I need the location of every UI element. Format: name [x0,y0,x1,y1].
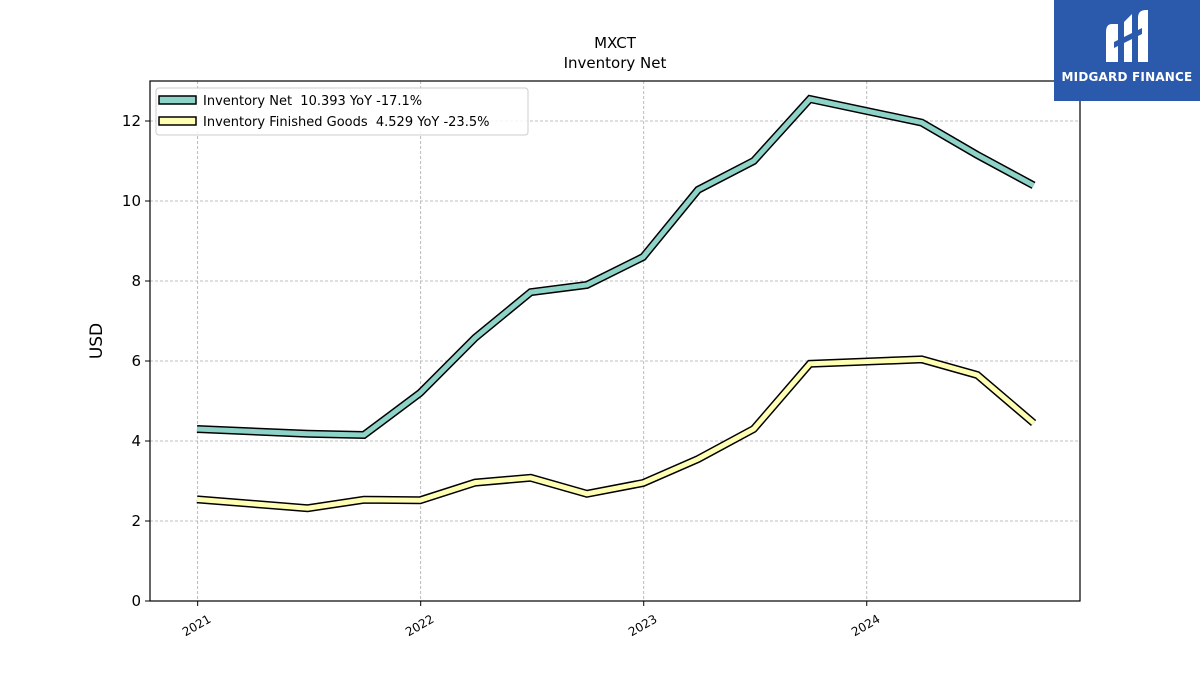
y-tick-label: 0 [131,592,141,610]
x-axis: 2021 2022 2023 2024 [180,601,882,639]
y-tick-label: 4 [131,432,141,450]
y-tick-label: 8 [131,272,141,290]
y-tick-label: 12 [122,112,141,130]
y-tick-label: 6 [131,352,141,370]
legend-swatch-1 [158,95,197,105]
chart-title: MXCT [594,34,637,52]
plot-frame [149,80,1081,602]
series-line-1 [196,96,1035,438]
chart-subtitle: Inventory Net [564,54,667,72]
legend-label-1: Inventory Net 10.393 YoY -17.1% [203,94,422,109]
x-tick-label: 2024 [849,612,882,639]
logo-mark-icon [1106,10,1148,62]
legend: Inventory Net 10.393 YoY -17.1% Inventory… [155,87,529,136]
legend-box [155,87,529,136]
x-tick-label: 2022 [403,612,436,639]
legend-swatch-2 [158,116,197,126]
y-axis-label: USD [87,323,107,359]
y-axis: 0 2 4 6 8 10 12 [122,112,150,610]
series-lines [196,94,1037,513]
brand-name: MIDGARD FINANCE [1061,70,1193,84]
series-outline-1 [196,94,1036,440]
y-tick-label: 2 [131,512,141,530]
series-line-2 [196,356,1036,511]
grid [150,81,1080,602]
y-tick-label: 10 [122,192,141,210]
x-tick-label: 2021 [180,612,213,639]
x-tick-label: 2023 [626,612,659,639]
brand-logo: MIDGARD FINANCE [1054,0,1200,101]
legend-label-2: Inventory Finished Goods 4.529 YoY -23.5… [203,115,489,130]
